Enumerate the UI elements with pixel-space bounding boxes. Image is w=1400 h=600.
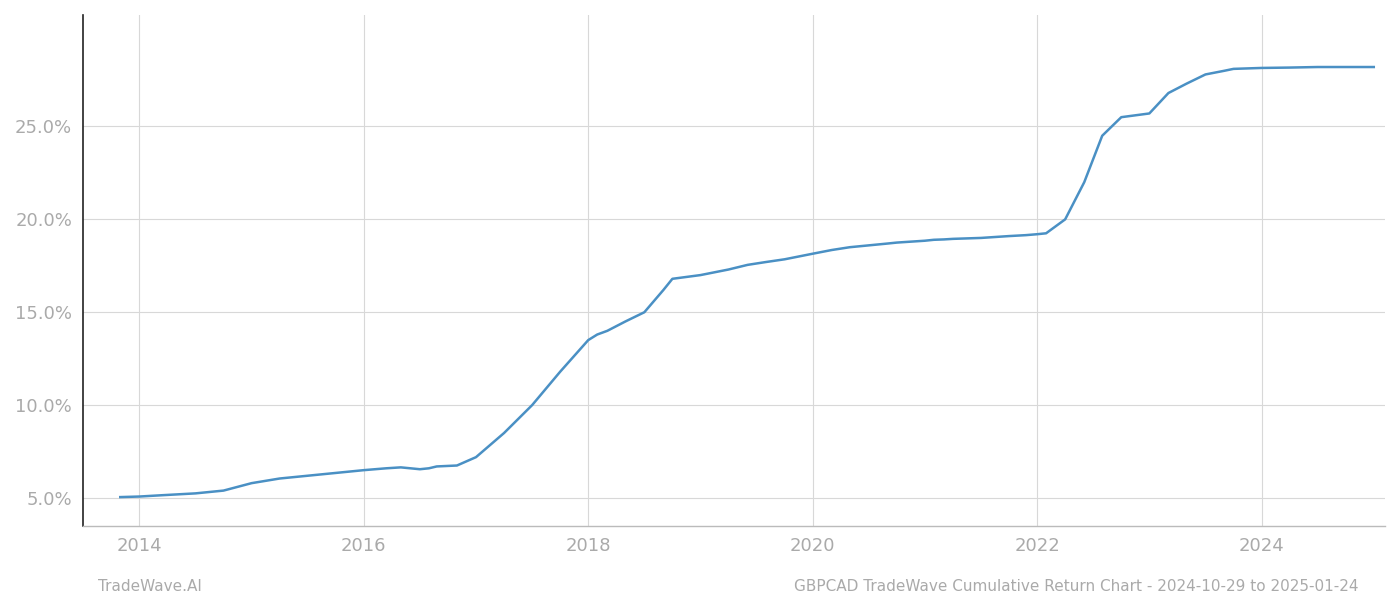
Text: GBPCAD TradeWave Cumulative Return Chart - 2024-10-29 to 2025-01-24: GBPCAD TradeWave Cumulative Return Chart… (794, 579, 1358, 594)
Text: TradeWave.AI: TradeWave.AI (98, 579, 202, 594)
